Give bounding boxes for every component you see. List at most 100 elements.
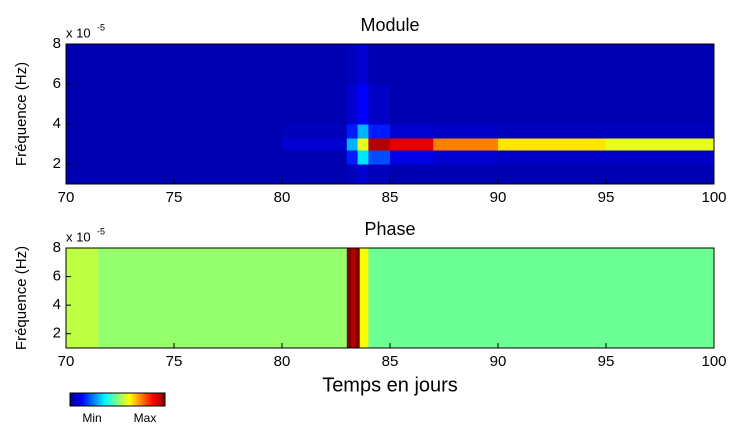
heat-cell xyxy=(498,164,607,185)
heat-cell xyxy=(368,84,391,125)
heat-cell xyxy=(357,124,369,139)
heat-cell xyxy=(606,164,715,185)
colorbar-min: Min xyxy=(82,411,101,425)
y-tick-label: 4 xyxy=(53,115,61,132)
x-tick-label: 70 xyxy=(58,189,75,206)
heat-cell xyxy=(357,84,369,125)
x-tick-label: 75 xyxy=(166,353,183,370)
heat-cell xyxy=(606,44,715,85)
heat-cell xyxy=(433,164,499,185)
y-tick-label: 4 xyxy=(53,296,61,313)
heat-cell xyxy=(282,138,348,151)
y-tick-label: 2 xyxy=(53,325,61,342)
y-tick-label: 6 xyxy=(53,268,61,285)
x-tick-label: 70 xyxy=(58,353,75,370)
heat-cell xyxy=(498,138,607,151)
heat-cell xyxy=(606,124,715,139)
x-tick-label: 100 xyxy=(701,353,726,370)
heat-cell xyxy=(174,84,283,125)
heat-cell xyxy=(355,248,361,349)
heat-cell xyxy=(433,124,499,139)
heat-cell xyxy=(606,150,715,165)
colorbar-max: Max xyxy=(134,411,157,425)
heat-cell xyxy=(390,84,434,125)
y-multiplier-exponent: -5 xyxy=(97,226,105,236)
heat-cell xyxy=(346,84,359,125)
heat-cell xyxy=(368,124,391,139)
heat-cell xyxy=(606,84,715,125)
y-axis-label: Fréquence (Hz) xyxy=(13,62,30,166)
heat-cell xyxy=(66,164,175,185)
y-multiplier: x 10 xyxy=(66,229,91,244)
heat-cell xyxy=(351,248,356,349)
heat-cell xyxy=(498,44,607,85)
colorbar xyxy=(69,392,166,407)
heat-cell xyxy=(282,44,348,85)
heat-cell xyxy=(433,84,499,125)
heat-cell xyxy=(368,164,391,185)
heat-cell xyxy=(390,164,434,185)
heat-cell xyxy=(174,150,283,165)
y-tick-label: 6 xyxy=(53,75,61,92)
heat-cell xyxy=(357,138,369,151)
heat-cell xyxy=(66,44,175,85)
heat-cell xyxy=(282,164,348,185)
heat-cell xyxy=(433,44,499,85)
heat-cell xyxy=(357,150,369,165)
heat-cell xyxy=(66,150,175,165)
heat-cell xyxy=(174,44,283,85)
heat-cell xyxy=(346,124,359,139)
heat-cell xyxy=(498,84,607,125)
heat-cell xyxy=(390,138,434,151)
heat-cell xyxy=(66,248,99,349)
heat-cell xyxy=(98,248,348,349)
heat-cell xyxy=(346,44,359,85)
heat-cell xyxy=(357,164,369,185)
heat-cell xyxy=(174,138,283,151)
heat-cell xyxy=(498,150,607,165)
heat-cell xyxy=(282,150,348,165)
heat-cell xyxy=(174,164,283,185)
x-tick-label: 95 xyxy=(598,353,615,370)
heat-cell xyxy=(368,150,391,165)
heat-cell xyxy=(66,124,175,139)
heat-cell xyxy=(433,138,499,151)
heat-cell xyxy=(282,84,348,125)
x-tick-label: 80 xyxy=(274,353,291,370)
heat-cell xyxy=(390,150,434,165)
heat-cell xyxy=(390,124,434,139)
x-tick-label: 75 xyxy=(166,189,183,206)
x-tick-label: 85 xyxy=(382,353,399,370)
chart-title: Module xyxy=(360,15,419,35)
heat-cell xyxy=(174,124,283,139)
heat-cell xyxy=(346,150,359,165)
y-multiplier-exponent: -5 xyxy=(97,22,105,32)
heat-cell xyxy=(390,44,434,85)
y-tick-label: 8 xyxy=(53,239,61,256)
x-tick-label: 95 xyxy=(598,189,615,206)
x-tick-label: 80 xyxy=(274,189,291,206)
heat-cell xyxy=(359,248,369,349)
heat-cell xyxy=(357,44,369,85)
x-tick-label: 90 xyxy=(490,189,507,206)
x-tick-label: 100 xyxy=(701,189,726,206)
heat-cell xyxy=(346,248,352,349)
x-tick-label: 90 xyxy=(490,353,507,370)
heat-cell xyxy=(433,150,499,165)
y-tick-label: 8 xyxy=(53,35,61,52)
chart-title: Phase xyxy=(364,219,415,239)
heat-cell xyxy=(498,124,607,139)
y-axis-label: Fréquence (Hz) xyxy=(13,246,30,350)
x-axis-label: Temps en jours xyxy=(322,374,458,396)
heat-cell xyxy=(346,164,359,185)
y-tick-label: 2 xyxy=(53,155,61,172)
heat-cell xyxy=(368,248,715,349)
heat-cell xyxy=(66,84,175,125)
heat-cell xyxy=(368,44,391,85)
heat-cell xyxy=(66,138,175,151)
y-multiplier: x 10 xyxy=(66,25,91,40)
heat-cell xyxy=(346,138,359,151)
heat-cell xyxy=(368,138,391,151)
heat-cell xyxy=(282,124,348,139)
